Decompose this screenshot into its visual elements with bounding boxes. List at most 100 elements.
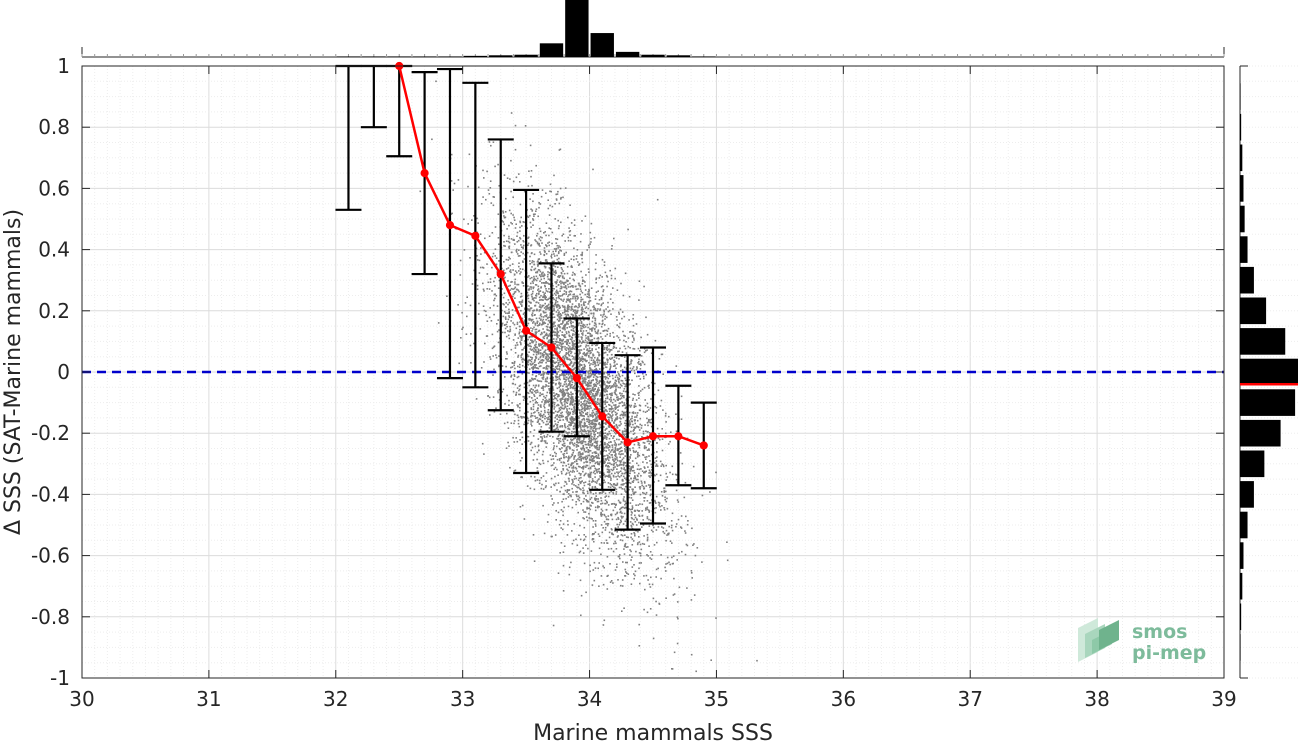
scatter-point xyxy=(513,410,515,413)
scatter-point xyxy=(656,541,658,544)
scatter-point xyxy=(587,375,590,377)
scatter-point xyxy=(646,417,648,420)
scatter-point xyxy=(613,542,615,545)
scatter-point xyxy=(584,425,586,428)
scatter-point xyxy=(601,531,604,534)
scatter-point xyxy=(625,465,627,467)
scatter-point xyxy=(488,193,491,195)
scatter-point xyxy=(551,287,554,290)
scatter-point xyxy=(538,269,541,271)
scatter-point xyxy=(631,488,633,490)
scatter-point xyxy=(650,472,652,475)
scatter-point xyxy=(544,385,546,388)
scatter-point xyxy=(503,234,505,237)
scatter-point xyxy=(573,449,575,452)
scatter-point xyxy=(603,261,606,263)
scatter-point xyxy=(548,350,551,352)
scatter-point xyxy=(607,518,610,521)
scatter-point xyxy=(521,330,523,333)
scatter-point xyxy=(612,459,614,461)
scatter-point xyxy=(557,190,559,193)
scatter-point xyxy=(527,236,530,239)
scatter-point xyxy=(596,413,598,415)
scatter-point xyxy=(597,506,599,509)
scatter-point xyxy=(539,275,542,278)
scatter-point xyxy=(622,506,624,508)
scatter-point xyxy=(582,487,584,489)
scatter-point xyxy=(601,285,604,287)
scatter-point xyxy=(613,440,616,442)
scatter-point xyxy=(612,301,614,304)
scatter-point xyxy=(584,395,586,397)
scatter-point xyxy=(629,423,632,425)
scatter-point xyxy=(528,384,531,387)
scatter-point xyxy=(505,447,508,449)
scatter-point xyxy=(512,214,514,216)
scatter-point xyxy=(617,555,620,558)
scatter-point xyxy=(510,190,512,193)
scatter-point xyxy=(566,418,568,421)
scatter-point xyxy=(468,153,471,156)
scatter-point xyxy=(629,447,631,450)
scatter-point xyxy=(599,308,602,310)
scatter-point xyxy=(587,454,589,457)
scatter-point xyxy=(595,381,598,384)
scatter-point xyxy=(593,400,595,403)
scatter-point xyxy=(532,378,534,380)
scatter-point xyxy=(490,144,492,147)
scatter-point xyxy=(588,391,591,393)
scatter-point xyxy=(619,464,621,466)
scatter-point xyxy=(644,399,646,401)
scatter-point xyxy=(565,456,567,458)
scatter-point xyxy=(556,314,559,316)
scatter-point xyxy=(563,357,566,359)
scatter-point xyxy=(592,569,595,571)
scatter-point xyxy=(527,294,530,297)
scatter-point xyxy=(555,367,558,370)
scatter-point xyxy=(540,318,542,321)
scatter-point xyxy=(631,517,633,520)
scatter-point xyxy=(527,364,530,366)
scatter-point xyxy=(577,367,579,369)
scatter-point xyxy=(482,305,485,307)
scatter-point xyxy=(462,326,464,329)
scatter-point xyxy=(582,444,584,447)
scatter-point xyxy=(599,332,602,335)
scatter-point xyxy=(543,277,545,280)
scatter-point xyxy=(577,401,579,403)
scatter-point xyxy=(486,335,489,337)
scatter-point xyxy=(574,437,576,439)
scatter-point xyxy=(610,399,613,401)
scatter-point xyxy=(582,552,585,554)
scatter-point xyxy=(532,278,535,281)
scatter-point xyxy=(614,506,616,509)
scatter-point xyxy=(552,425,555,428)
scatter-point xyxy=(565,411,568,413)
scatter-point xyxy=(538,296,541,299)
scatter-point xyxy=(514,334,516,336)
scatter-point xyxy=(556,244,559,247)
scatter-point xyxy=(556,445,558,448)
scatter-point xyxy=(612,475,615,478)
scatter-point xyxy=(527,359,530,362)
scatter-point xyxy=(638,567,640,570)
scatter-point xyxy=(536,241,539,244)
scatter-point xyxy=(523,518,526,520)
scatter-point xyxy=(573,235,576,237)
scatter-point xyxy=(561,394,564,397)
scatter-point xyxy=(551,205,554,208)
scatter-point xyxy=(517,422,520,425)
scatter-point xyxy=(693,543,695,545)
scatter-point xyxy=(635,550,637,553)
scatter-point xyxy=(526,381,529,384)
scatter-point xyxy=(634,510,636,512)
scatter-point xyxy=(528,372,530,374)
scatter-point xyxy=(558,523,561,526)
scatter-point xyxy=(596,337,598,340)
scatter-point xyxy=(636,412,639,414)
scatter-point xyxy=(632,324,635,327)
scatter-point xyxy=(511,223,513,225)
scatter-point xyxy=(587,441,590,443)
scatter-point xyxy=(641,503,644,506)
scatter-point xyxy=(560,461,562,464)
